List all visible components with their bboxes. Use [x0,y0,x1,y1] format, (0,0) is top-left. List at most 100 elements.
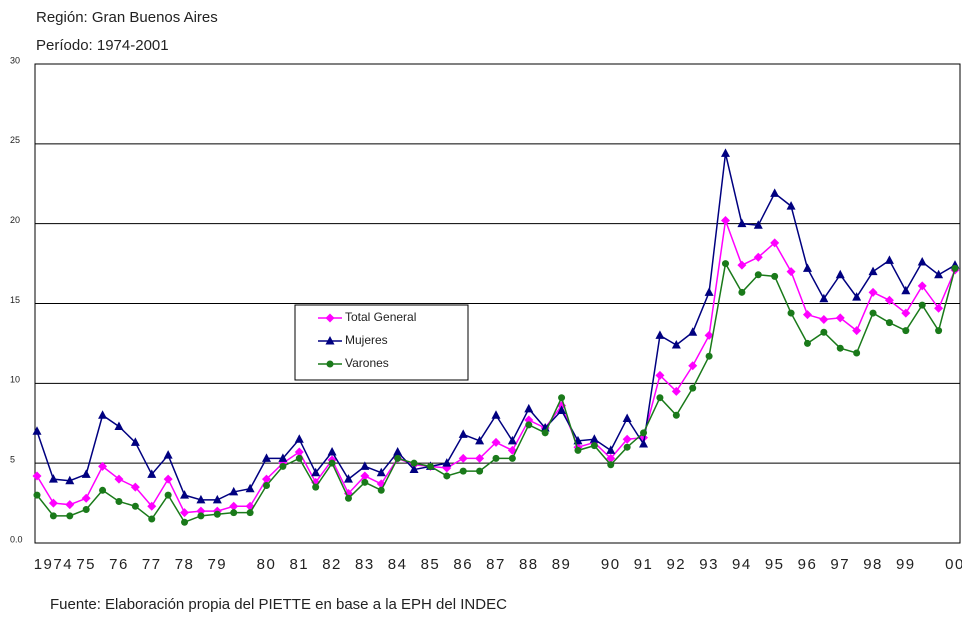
x-tick-label: 75 [76,556,96,573]
marker [722,260,729,268]
series-line [36,261,956,524]
marker [491,437,501,447]
marker [835,313,845,323]
marker [229,501,239,511]
marker [393,446,403,456]
series-line [36,220,956,514]
x-tick-label: 81 [289,556,309,573]
marker [689,384,697,392]
marker [197,512,205,520]
marker [294,434,304,443]
marker [475,435,485,445]
marker [803,339,811,347]
legend-marker [325,336,335,345]
series-line [36,153,956,501]
marker [361,478,369,486]
marker [279,462,287,470]
x-tick-label: 91 [634,556,654,573]
marker [819,293,829,303]
legend-marker [326,360,334,368]
marker [442,458,452,467]
legend-label: Varones [345,356,389,370]
marker [360,461,370,470]
marker [852,326,862,336]
marker [295,454,303,462]
marker [327,446,337,456]
marker [262,453,271,462]
x-tick-label: 89 [552,556,572,573]
marker [410,459,418,467]
marker [163,450,173,459]
x-tick-label: 78 [175,556,195,573]
x-tick-label: 95 [765,556,785,573]
marker [853,349,861,357]
marker [869,309,877,317]
marker [753,252,763,262]
marker [623,443,631,451]
x-tick-label: 93 [699,556,719,573]
plot-frame [34,63,961,544]
x-tick-label: 90 [601,556,621,573]
marker [935,327,943,335]
marker [786,267,796,277]
marker [180,508,190,518]
marker [196,494,206,504]
marker [753,220,763,229]
marker [164,491,172,499]
marker [33,491,41,499]
x-tick-label: 76 [109,556,129,573]
marker [343,474,353,483]
marker [770,238,780,248]
marker [688,327,698,336]
marker [66,512,74,520]
marker [589,434,599,443]
legend: Total General Mujeres Varones [294,304,469,381]
marker [590,442,598,450]
marker [507,435,517,445]
marker [212,494,222,504]
marker [802,263,812,272]
marker [130,482,140,492]
y-tick-label: 20 [10,215,20,225]
x-tick-label: 98 [863,556,883,573]
marker [917,281,927,291]
marker [376,467,386,477]
x-tick-label: 1974 [34,556,73,573]
marker [443,472,451,480]
y-tick-label: 5 [10,455,15,465]
x-tick-label: 88 [519,556,539,573]
marker [525,421,533,429]
y-tick-label: 15 [10,295,20,305]
marker [885,319,893,327]
marker [721,148,730,157]
y-tick-label: 0.0 [10,534,23,544]
marker [640,429,648,437]
marker [901,285,911,295]
marker [98,461,108,471]
x-tick-label: 99 [896,556,916,573]
marker [98,410,108,419]
legend-label: Total General [345,310,416,324]
marker [934,269,944,279]
marker [114,421,124,430]
x-tick-label: 00 [945,556,962,573]
marker [671,386,681,396]
y-tick-label: 25 [10,135,20,145]
marker [558,394,566,402]
marker [148,515,156,523]
marker [377,486,385,494]
x-tick-label: 97 [830,556,850,573]
x-tick-label: 77 [142,556,162,573]
marker [163,474,173,484]
marker [81,469,91,478]
x-tick-label: 87 [486,556,506,573]
x-tick-label: 79 [207,556,227,573]
marker [180,490,190,499]
marker [311,467,321,477]
marker [213,510,221,518]
marker [737,260,747,270]
marker [48,498,58,508]
marker [229,486,239,496]
marker [868,287,878,297]
